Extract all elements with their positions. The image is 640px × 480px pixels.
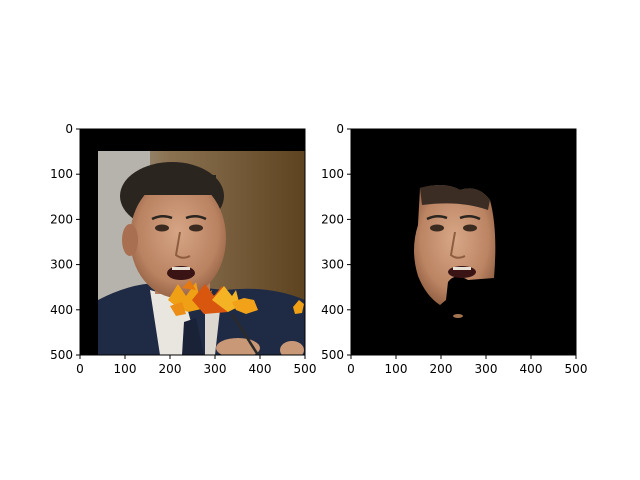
left-photo-hairline: [138, 175, 216, 195]
left-photo-eye-right: [189, 224, 203, 232]
left-axes-frame: [79, 128, 306, 356]
right-x-tick-label: 200: [430, 362, 453, 376]
right-face-eye-left: [430, 224, 444, 232]
right-face-eye-right: [463, 224, 477, 232]
right-x-tick-label: 500: [565, 362, 588, 376]
right-y-tick-label: 300: [321, 258, 344, 272]
right-face-nose: [449, 231, 466, 259]
right-y-tick-label: 200: [321, 212, 344, 226]
right-image-panel: [351, 129, 576, 355]
left-x-tick-label: 100: [114, 362, 137, 376]
left-photo-ear: [122, 224, 138, 256]
left-leaf-overlay: [168, 280, 304, 316]
right-face-brow-right: [459, 215, 481, 221]
left-photo-teeth: [172, 267, 190, 270]
left-x-tick-label: 200: [159, 362, 182, 376]
leaf-4: [232, 298, 258, 314]
right-x-tick-label: 100: [385, 362, 408, 376]
left-y-tick-label: 0: [65, 122, 73, 136]
right-face-fragment: [453, 314, 463, 318]
left-photo-eye-left: [155, 224, 169, 232]
left-image-panel: [80, 129, 305, 355]
right-y-tick-label: 100: [321, 167, 344, 181]
left-photo-tie: [182, 318, 204, 355]
left-y-tick-label: 400: [50, 303, 73, 317]
leaf-7: [170, 302, 186, 316]
left-photo-brow-right: [185, 215, 207, 221]
right-x-tick-label: 400: [520, 362, 543, 376]
right-x-tick-label: 300: [475, 362, 498, 376]
left-x-tick-label: 0: [76, 362, 84, 376]
right-y-tick-label: 400: [321, 303, 344, 317]
right-axes-frame: [350, 128, 577, 356]
right-face-brow-left: [426, 215, 448, 221]
right-x-tick-label: 0: [347, 362, 355, 376]
right-y-tick-label: 0: [336, 122, 344, 136]
left-x-tick-label: 400: [249, 362, 272, 376]
left-y-tick-label: 500: [50, 348, 73, 362]
left-photo-hand-right: [280, 341, 304, 355]
right-face-teeth: [453, 267, 471, 270]
leaf-3: [212, 286, 240, 312]
leaf-5: [182, 280, 196, 290]
left-y-tick-label: 200: [50, 212, 73, 226]
right-face-mask: [414, 184, 496, 305]
left-y-tick-label: 300: [50, 258, 73, 272]
left-photo-microphone: [230, 313, 260, 355]
left-x-tick-label: 500: [294, 362, 317, 376]
left-photo-nose: [174, 231, 191, 259]
left-x-tick-label: 300: [204, 362, 227, 376]
left-y-tick-label: 100: [50, 167, 73, 181]
leaf-6: [293, 300, 304, 314]
right-face-hair: [420, 184, 490, 210]
left-photo-brow-left: [151, 215, 173, 221]
right-y-tick-label: 500: [321, 348, 344, 362]
